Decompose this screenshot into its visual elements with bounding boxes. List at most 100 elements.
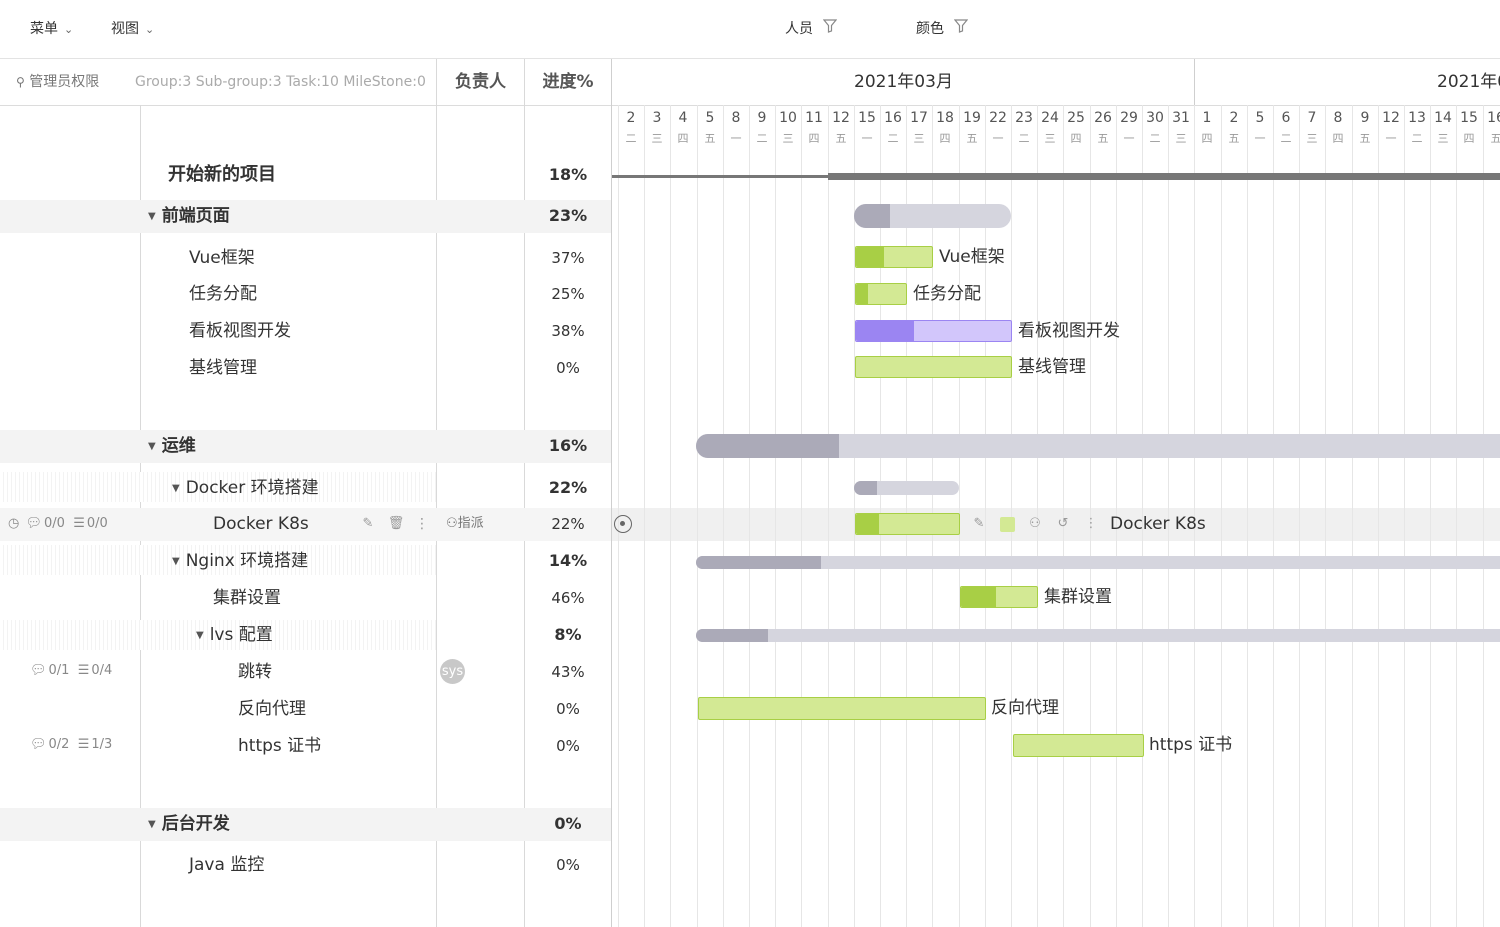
comment-icon[interactable]: 💬︎ (25, 516, 42, 531)
summary-bar-ops[interactable] (696, 434, 1500, 458)
caret-down-icon[interactable]: ▼ (196, 630, 204, 641)
weekday-label: 五 (966, 132, 978, 145)
summary-bar-frontend[interactable] (854, 204, 1011, 228)
weekday-label: 四 (1201, 132, 1213, 145)
weekday-label: 二 (887, 132, 899, 145)
caret-down-icon[interactable]: ▼ (148, 211, 156, 222)
caret-down-icon[interactable]: ▼ (148, 819, 156, 830)
summary-bar-docker-env[interactable] (854, 481, 959, 495)
task-name-java[interactable]: Java 监控 (189, 855, 265, 875)
project-bar[interactable] (828, 173, 1500, 180)
task-bar-kanban[interactable] (855, 320, 1012, 342)
weekday-label: 三 (913, 132, 925, 145)
delete-icon[interactable]: 🗑︎ (387, 516, 405, 531)
task-bar-label-baseline: 基线管理 (1018, 357, 1086, 377)
day-gridline (1273, 105, 1274, 927)
history-icon[interactable]: ↺ (1057, 516, 1069, 531)
subgroup-row-hatch (0, 472, 436, 502)
color-swatch[interactable] (1000, 517, 1015, 532)
day-gridline (1247, 105, 1248, 927)
day-label: 26 (1094, 110, 1112, 126)
task-name-nginx-env[interactable]: ▼ Nginx 环境搭建 (172, 551, 309, 571)
day-gridline (697, 105, 698, 927)
task-bar-cluster[interactable] (960, 586, 1038, 608)
task-name-frontend[interactable]: ▼ 前端页面 (148, 206, 230, 226)
day-gridline (1378, 105, 1379, 927)
color-filter[interactable]: 颜色 (916, 18, 969, 38)
task-bar-https[interactable] (1013, 734, 1144, 757)
summary-bar-nginx-env[interactable] (696, 556, 1500, 569)
task-name-jump[interactable]: 跳转 (238, 662, 272, 682)
day-label: 16 (884, 110, 902, 126)
task-bar-label-cluster: 集群设置 (1044, 587, 1112, 607)
weekday-label: 五 (704, 132, 716, 145)
admin-permission[interactable]: ⚲ 管理员权限 (16, 59, 99, 105)
subgroup-row-hatch (0, 545, 436, 575)
task-name-docker-env[interactable]: ▼ Docker 环境搭建 (172, 478, 319, 498)
task-bar-proxy[interactable] (698, 697, 986, 720)
task-name-proxy[interactable]: 反向代理 (238, 699, 306, 719)
menu-dropdown[interactable]: 菜单 ⌄ (30, 18, 73, 38)
task-name-cluster[interactable]: 集群设置 (213, 588, 281, 608)
owner-column-header[interactable]: 负责人 (455, 72, 506, 92)
weekday-label: 四 (1463, 132, 1475, 145)
weekday-label: 一 (1123, 132, 1135, 145)
day-gridline (1221, 105, 1222, 927)
task-name-vue[interactable]: Vue框架 (189, 248, 255, 268)
day-label: 5 (705, 110, 715, 126)
task-bar-assign[interactable] (855, 283, 907, 305)
admin-label: 管理员权限 (29, 74, 100, 90)
task-name-assign[interactable]: 任务分配 (189, 284, 257, 304)
summary-progress-lvs (696, 629, 768, 642)
edit-icon[interactable]: ✎ (973, 516, 985, 531)
task-name-docker-k8s[interactable]: Docker K8s (213, 514, 309, 534)
task-bar-docker-k8s[interactable] (855, 513, 960, 535)
view-dropdown[interactable]: 视图 ⌄ (111, 18, 154, 38)
locate-icon[interactable] (614, 515, 632, 533)
task-name-lvs[interactable]: ▼ lvs 配置 (196, 625, 273, 645)
day-label: 23 (1015, 110, 1033, 126)
day-gridline (670, 105, 671, 927)
task-name-ops[interactable]: ▼ 运维 (148, 436, 196, 456)
task-name-backend[interactable]: ▼ 后台开发 (148, 814, 230, 834)
comment-icon[interactable]: 💬︎ (30, 737, 47, 752)
clock-icon[interactable]: ◷ (8, 516, 20, 531)
task-name-https[interactable]: https 证书 (238, 736, 322, 756)
people-filter[interactable]: 人员 (785, 18, 838, 38)
caret-down-icon[interactable]: ▼ (172, 483, 180, 494)
day-label: 18 (936, 110, 954, 126)
more-icon[interactable]: ⋮ (415, 516, 429, 532)
task-bar-baseline[interactable] (855, 356, 1012, 378)
filter-icon (823, 19, 838, 33)
day-label: 16 (1487, 110, 1500, 126)
day-gridline (1352, 105, 1353, 927)
task-meta-https: 💬︎ 0/2 ☰ 1/3 (30, 736, 112, 754)
day-gridline (644, 105, 645, 927)
progress-column-header[interactable]: 进度% (542, 72, 594, 92)
task-meta-jump: 💬︎ 0/1 ☰ 0/4 (30, 662, 112, 680)
summary-bar-lvs[interactable] (696, 629, 1500, 642)
task-progress-frontend: 23% (548, 206, 588, 225)
day-label: 12 (1382, 110, 1400, 126)
checklist-icon[interactable]: ☰ (77, 663, 90, 678)
task-progress-backend: 0% (554, 814, 582, 833)
task-name-kanban[interactable]: 看板视图开发 (189, 321, 291, 341)
caret-down-icon[interactable]: ▼ (148, 441, 156, 452)
comment-icon[interactable]: 💬︎ (30, 663, 47, 678)
edit-icon[interactable]: ✎ (362, 516, 374, 531)
checklist-icon[interactable]: ☰ (73, 516, 85, 531)
task-name-project[interactable]: 开始新的项目 (168, 164, 276, 185)
checklist-icon[interactable]: ☰ (77, 737, 90, 752)
task-bar-vue[interactable] (855, 246, 933, 268)
more-icon[interactable]: ⋮ (1084, 516, 1098, 531)
task-summary: Group:3 Sub-group:3 Task:10 MileStone:0 (135, 74, 426, 90)
assign-button[interactable]: ⚇指派 (446, 514, 484, 534)
task-bar-progress (856, 514, 879, 534)
user-icon[interactable]: ⚇ (1029, 516, 1041, 531)
day-gridline (1090, 105, 1091, 927)
task-progress-vue: 37% (551, 249, 585, 267)
caret-down-icon[interactable]: ▼ (172, 556, 180, 567)
weekday-label: 一 (1254, 132, 1266, 145)
avatar[interactable]: sys (440, 659, 465, 684)
task-name-baseline[interactable]: 基线管理 (189, 358, 257, 378)
